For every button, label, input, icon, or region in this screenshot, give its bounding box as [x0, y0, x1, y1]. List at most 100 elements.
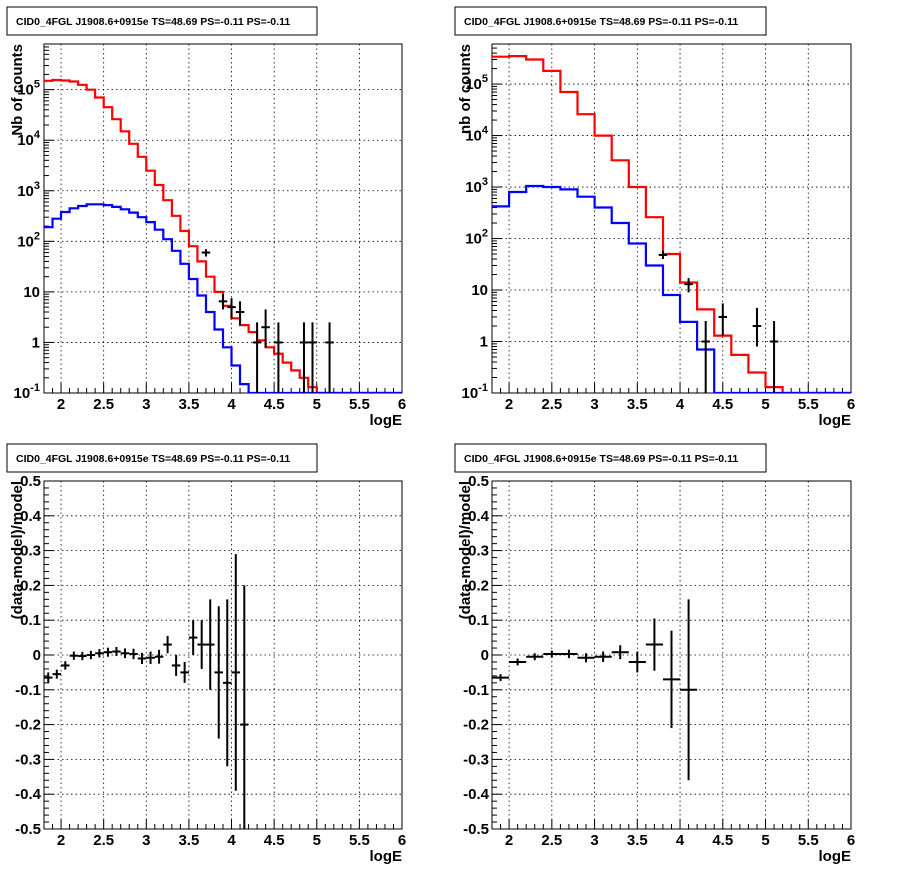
data-point [78, 651, 87, 661]
model-total-line [492, 55, 851, 393]
x-tick-label: 4 [676, 832, 685, 849]
x-tick-label: 4.5 [712, 832, 733, 849]
x-tick-label: 6 [847, 396, 855, 413]
data-point [492, 674, 510, 682]
data-point [120, 648, 130, 659]
data-point [103, 647, 113, 657]
data-point [163, 635, 172, 654]
x-tick-label: 4 [227, 396, 236, 413]
y-tick-label: 0.1 [468, 612, 489, 629]
data-point [231, 554, 241, 791]
x-tick-label: 3.5 [627, 396, 648, 413]
x-tick-label: 6 [398, 396, 406, 413]
y-tick-label: 105 [465, 73, 488, 93]
x-tick-label: 3.5 [627, 832, 648, 849]
data-point [180, 661, 189, 683]
data-point [769, 321, 779, 393]
x-tick-label: 2 [505, 396, 513, 413]
x-tick-label: 2 [57, 396, 65, 413]
chart-title: CID0_4FGL J1908.6+0915e TS=48.69 PS=-0.1… [16, 453, 290, 465]
model-total-line [44, 78, 402, 393]
series-group [44, 78, 402, 393]
data-point [197, 620, 206, 669]
data-point [214, 606, 223, 739]
data-point [95, 649, 104, 658]
title-box [454, 443, 767, 473]
x-tick-label: 2.5 [541, 396, 562, 413]
data-point [543, 650, 561, 658]
data-point [560, 649, 578, 659]
data-point [201, 249, 211, 257]
y-tick-label: 10 [23, 284, 40, 301]
series-group [492, 599, 698, 781]
y-tick-label: 0.3 [20, 543, 41, 560]
data-point [680, 599, 698, 781]
x-tick-label: 3 [142, 832, 150, 849]
data-point [69, 651, 79, 660]
y-tick-label: 105 [17, 79, 40, 99]
y-tick-label: 102 [465, 228, 488, 248]
data-point [684, 278, 693, 293]
x-axis-label: logE [819, 412, 852, 429]
y-tick-label: 0.4 [468, 508, 490, 525]
x-tick-label: 4 [227, 832, 236, 849]
title-box [454, 6, 767, 36]
data-point [86, 650, 96, 660]
y-tick-label: 1 [480, 334, 488, 351]
y-tick-label: -0.3 [463, 751, 489, 768]
data-point [662, 630, 681, 729]
data-point [718, 303, 728, 336]
series-group [492, 55, 851, 393]
chart-panel-1: 2 2.5 3 3.5 4 4.5 5 5.5 6 10-1 1 10 102 103 104 105 logE… [6, 6, 406, 429]
y-tick-label: 0.4 [20, 508, 42, 525]
data-point [701, 321, 710, 393]
y-tick-label: 0.2 [468, 577, 489, 594]
x-tick-label: 2 [505, 832, 513, 849]
x-tick-label: 4 [676, 396, 685, 413]
chart-title: CID0_4FGL J1908.6+0915e TS=48.69 PS=-0.1… [464, 453, 738, 465]
y-tick-label: 0.1 [20, 612, 41, 629]
x-tick-label: 4.5 [712, 396, 733, 413]
x-tick-label: 2.5 [93, 832, 114, 849]
model-source-line [44, 203, 402, 393]
data-point [645, 618, 663, 671]
x-tick-label: 2.5 [93, 396, 114, 413]
data-point [752, 307, 762, 347]
y-axis-label: (data-model)/model [457, 481, 474, 619]
data-point [235, 301, 245, 326]
chart-panel-3: 2 2.5 3 3.5 4 4.5 5 5.5 6 -0.5 -0.4 -0.3 -0.2 -0.1 0 0.… [6, 443, 406, 865]
x-tick-label: 2.5 [541, 832, 562, 849]
data-point [299, 322, 309, 393]
x-tick-label: 3.5 [178, 832, 199, 849]
data-point [154, 649, 164, 664]
x-tick-label: 6 [398, 832, 406, 849]
x-tick-label: 3 [590, 832, 598, 849]
plot-frame [43, 480, 403, 830]
data-point [137, 652, 147, 665]
x-tick-label: 3 [590, 396, 598, 413]
data-point [112, 646, 121, 657]
y-tick-label: -0.2 [463, 717, 489, 734]
y-tick-label: 10-1 [462, 382, 488, 402]
y-tick-label: 1 [32, 334, 40, 351]
data-point [205, 599, 215, 690]
data-point [526, 653, 544, 661]
y-tick-label: 10-1 [14, 382, 40, 402]
data-point [44, 672, 53, 683]
x-tick-label: 5 [313, 832, 321, 849]
data-point [594, 651, 612, 662]
x-tick-label: 5 [761, 832, 769, 849]
y-axis-label: (data-model)/model [9, 481, 26, 619]
x-tick-label: 5.5 [798, 396, 819, 413]
y-tick-label: 0.3 [468, 543, 489, 560]
data-point [227, 298, 236, 319]
y-tick-label: 103 [465, 176, 488, 196]
data-point [188, 620, 198, 655]
y-tick-label: -0.5 [463, 821, 489, 838]
y-tick-label: 104 [465, 125, 489, 145]
data-point [261, 309, 270, 348]
title-box [6, 443, 318, 473]
chart-panel-2: 2 2.5 3 3.5 4 4.5 5 5.5 6 10-1 1 10 102 103 104 105 logE… [454, 6, 855, 429]
data-point [61, 661, 70, 670]
